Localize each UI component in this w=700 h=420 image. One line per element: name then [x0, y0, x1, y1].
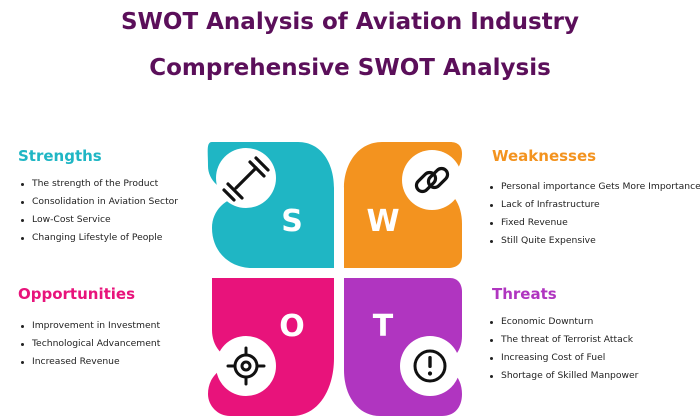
- exclamation-circle-icon: [413, 349, 447, 383]
- list-item: The strength of the Product: [18, 175, 178, 193]
- opportunities-icon-circle: [216, 336, 276, 396]
- list-item: Increasing Cost of Fuel: [487, 349, 638, 367]
- strengths-quadrant: S: [207, 142, 334, 268]
- list-item: Economic Downturn: [487, 313, 638, 331]
- list-item: Lack of Infrastructure: [487, 196, 700, 214]
- strengths-heading: Strengths: [18, 147, 102, 165]
- list-item: Personal importance Gets More Importance: [487, 178, 700, 196]
- page-subtitle: Comprehensive SWOT Analysis: [149, 55, 551, 81]
- weaknesses-list: Personal importance Gets More Importance…: [487, 178, 700, 250]
- list-item: Low-Cost Service: [18, 211, 178, 229]
- list-item: Increased Revenue: [18, 353, 160, 371]
- threats-list: Economic Downturn The threat of Terroris…: [487, 313, 638, 385]
- page-title: SWOT Analysis of Aviation Industry: [120, 9, 580, 35]
- opportunities-letter: O: [279, 309, 305, 344]
- list-item: Consolidation in Aviation Sector: [18, 193, 178, 211]
- threats-heading: Threats: [492, 285, 557, 303]
- threats-quadrant: T: [344, 278, 462, 416]
- list-item: Shortage of Skilled Manpower: [487, 367, 638, 385]
- weaknesses-letter: W: [366, 204, 399, 239]
- crosshair-target-icon: [226, 346, 266, 386]
- strengths-list: The strength of the Product Consolidatio…: [18, 175, 178, 247]
- opportunities-heading: Opportunities: [18, 285, 136, 303]
- strengths-letter: S: [281, 204, 303, 239]
- dumbbell-icon: [222, 156, 270, 202]
- swot-graphic: S W O T: [207, 142, 462, 416]
- weaknesses-quadrant: W: [344, 142, 462, 268]
- opportunities-quadrant: O: [208, 278, 334, 416]
- opportunities-list: Improvement in Investment Technological …: [18, 317, 160, 371]
- list-item: The threat of Terrorist Attack: [487, 331, 638, 349]
- chain-link-icon: [414, 166, 450, 194]
- list-item: Fixed Revenue: [487, 214, 700, 232]
- threats-letter: T: [373, 309, 394, 344]
- weaknesses-icon-circle: [402, 150, 462, 210]
- weaknesses-heading: Weaknesses: [492, 147, 597, 165]
- list-item: Improvement in Investment: [18, 317, 160, 335]
- list-item: Changing Lifestyle of People: [18, 229, 178, 247]
- list-item: Technological Advancement: [18, 335, 160, 353]
- list-item: Still Quite Expensive: [487, 232, 700, 250]
